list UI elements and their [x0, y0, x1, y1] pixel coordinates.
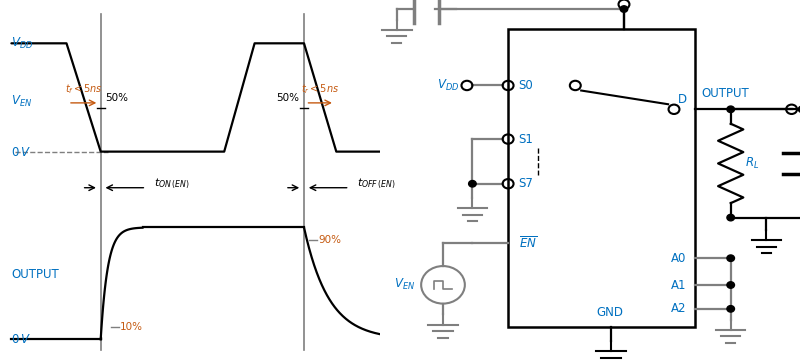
Text: 90%: 90% [318, 235, 341, 245]
Circle shape [798, 106, 800, 113]
Text: $t_{OFF\,(EN)}$: $t_{OFF\,(EN)}$ [358, 177, 396, 191]
Text: $V_{DD}$: $V_{DD}$ [11, 36, 34, 51]
Text: 50%: 50% [106, 93, 128, 103]
Text: $t_f < 5ns$: $t_f < 5ns$ [65, 82, 102, 96]
Text: OUTPUT: OUTPUT [11, 268, 59, 281]
Text: $V_{EN}$: $V_{EN}$ [394, 277, 415, 292]
Text: $t_{ON\,(EN)}$: $t_{ON\,(EN)}$ [154, 177, 190, 191]
Circle shape [469, 180, 476, 187]
Text: GND: GND [597, 306, 623, 319]
Text: A2: A2 [671, 302, 686, 316]
Text: $R_L$: $R_L$ [746, 156, 760, 171]
Circle shape [727, 214, 734, 221]
Text: $V_{DD}$: $V_{DD}$ [438, 78, 460, 93]
Text: A0: A0 [671, 252, 686, 265]
Text: S7: S7 [518, 177, 534, 190]
Circle shape [727, 106, 734, 113]
Circle shape [620, 6, 628, 12]
Text: S0: S0 [518, 79, 534, 92]
Circle shape [727, 282, 734, 288]
Text: S1: S1 [518, 132, 534, 145]
Circle shape [727, 305, 734, 312]
Text: OUTPUT: OUTPUT [702, 87, 749, 100]
Circle shape [727, 255, 734, 261]
Text: A1: A1 [671, 278, 686, 292]
Text: $0\,V$: $0\,V$ [11, 146, 31, 159]
Text: $\overline{EN}$: $\overline{EN}$ [518, 235, 537, 251]
Text: $V_{EN}$: $V_{EN}$ [11, 93, 33, 109]
Text: $t_r < 5ns$: $t_r < 5ns$ [301, 82, 339, 96]
Text: $0\,V$: $0\,V$ [11, 333, 31, 346]
Bar [508, 29, 695, 327]
Text: 10%: 10% [120, 322, 142, 332]
Text: D: D [678, 93, 686, 106]
Text: 50%: 50% [277, 93, 299, 103]
